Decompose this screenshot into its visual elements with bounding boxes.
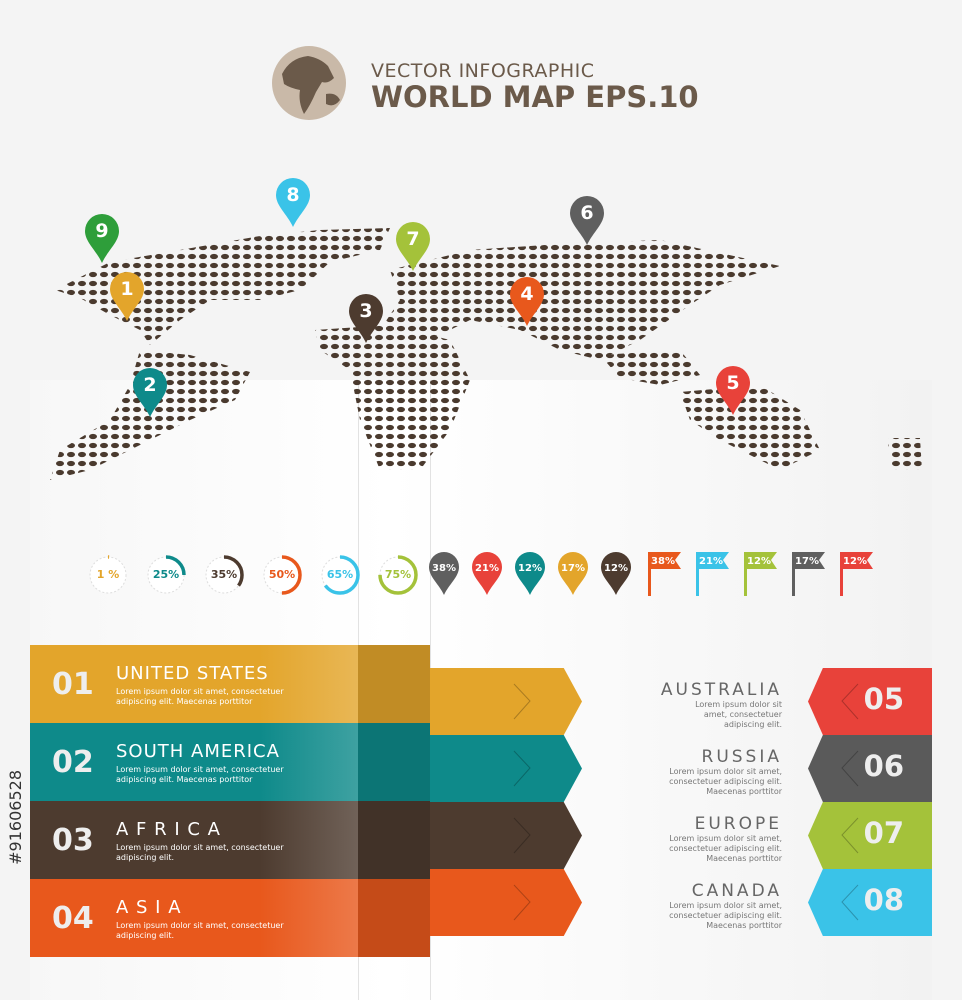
flag-marker: 17% — [791, 552, 827, 596]
ring-fill — [146, 555, 186, 595]
map-pin-9[interactable]: 9 — [84, 214, 120, 264]
region-label-07: EUROPE Lorem ipsum dolor sit amet, consec… — [669, 814, 782, 863]
pin-marker-icon — [570, 196, 604, 245]
africa — [315, 325, 470, 470]
pin-marker-icon — [85, 214, 119, 263]
map-pin-4[interactable]: 4 — [509, 277, 545, 327]
ribbon-fold — [358, 801, 430, 879]
globe-icon — [272, 46, 346, 120]
percent-ring: 35% — [202, 553, 246, 597]
flag-marker: 38% — [647, 552, 683, 596]
region-row-04[interactable]: 04 A S I A Lorem ipsum dolor sit amet, con… — [30, 879, 358, 957]
watermark-id: #91606528 — [6, 770, 25, 865]
region-tab-08[interactable]: 08 — [808, 869, 932, 936]
drop-marker: 12% — [514, 552, 546, 596]
pin-marker-icon — [349, 294, 383, 343]
pin-marker-icon — [510, 277, 544, 326]
drop-marker: 38% — [428, 552, 460, 596]
map-pin-5[interactable]: 5 — [715, 366, 751, 416]
new-zealand — [888, 438, 922, 470]
europe-asia — [380, 240, 780, 360]
ring-fill — [320, 555, 360, 595]
drop-marker: 17% — [557, 552, 589, 596]
north-america — [55, 228, 390, 345]
pin-marker-icon — [716, 366, 750, 415]
percent-ring: 75% — [376, 553, 420, 597]
ribbon-arrow — [430, 869, 582, 936]
header-title: WORLD MAP EPS.10 — [371, 80, 699, 114]
pin-marker-icon — [396, 222, 430, 271]
dotted-world-map — [50, 228, 922, 480]
ribbon-arrow — [430, 735, 582, 802]
region-tab-07[interactable]: 07 — [808, 802, 932, 869]
ring-fill — [204, 555, 244, 595]
flag-marker: 12% — [743, 552, 779, 596]
australia — [680, 385, 820, 470]
region-label-05: AUSTRALIA Lorem ipsum dolor sit amet, con… — [660, 680, 782, 729]
flag-marker: 21% — [695, 552, 731, 596]
pin-marker-icon — [133, 368, 167, 417]
ribbon-fold — [358, 645, 430, 723]
ribbon-fold — [358, 723, 430, 801]
map-pin-1[interactable]: 1 — [109, 272, 145, 322]
region-label-06: RUSSIA Lorem ipsum dolor sit amet, consec… — [669, 747, 782, 796]
header-subtitle: VECTOR INFOGRAPHIC — [371, 60, 595, 82]
region-tab-06[interactable]: 06 — [808, 735, 932, 802]
ribbon-arrow — [430, 802, 582, 869]
ribbon-fold — [358, 879, 430, 957]
ribbon-arrow — [430, 668, 582, 735]
region-row-01[interactable]: 01 UNITED STATES Lorem ipsum dolor sit ame… — [30, 645, 358, 723]
region-tab-05[interactable]: 05 — [808, 668, 932, 735]
percent-ring: 50% — [260, 553, 304, 597]
region-row-02[interactable]: 02 SOUTH AMERICA Lorem ipsum dolor sit ame… — [30, 723, 358, 801]
percent-ring: 65% — [318, 553, 362, 597]
pin-marker-icon — [276, 178, 310, 227]
region-label-08: CANADA Lorem ipsum dolor sit amet, consec… — [669, 881, 782, 930]
drop-marker: 21% — [471, 552, 503, 596]
percent-ring: 25% — [144, 553, 188, 597]
drop-marker: 12% — [600, 552, 632, 596]
map-pin-8[interactable]: 8 — [275, 178, 311, 228]
ring-fill — [262, 555, 302, 595]
pin-marker-icon — [110, 272, 144, 321]
map-pin-3[interactable]: 3 — [348, 294, 384, 344]
ring-fill — [88, 555, 128, 595]
southeast-asia — [600, 350, 700, 385]
map-pin-6[interactable]: 6 — [569, 196, 605, 246]
percent-ring: 1 % — [86, 553, 130, 597]
ring-fill — [378, 555, 418, 595]
region-row-03[interactable]: 03 A F R I C A Lorem ipsum dolor sit amet,… — [30, 801, 358, 879]
map-pin-2[interactable]: 2 — [132, 368, 168, 418]
map-pin-7[interactable]: 7 — [395, 222, 431, 272]
flag-marker: 12% — [839, 552, 875, 596]
